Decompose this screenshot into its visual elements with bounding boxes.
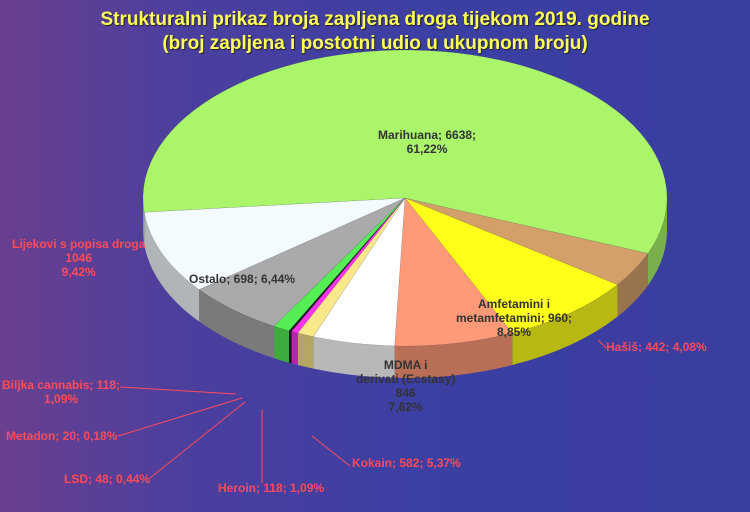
pie-side-6 xyxy=(288,330,292,364)
label-marihuana: Marihuana; 6638; 61,22% xyxy=(378,128,477,156)
label-kokain: Kokain; 582; 5,37% xyxy=(352,456,461,470)
label-ostalo: Ostalo; 698; 6,44% xyxy=(189,272,296,286)
pie-slice-kokain xyxy=(312,197,406,347)
leader-line-5 xyxy=(119,386,237,395)
label-biljka-cannabis: Biljka cannabis; 118; 1,09% xyxy=(2,378,121,406)
leader-line-3 xyxy=(149,401,246,479)
label-amfetamini: Amfetamini i metamfetamini; 960; 8,85% xyxy=(456,297,573,339)
pie-side-3 xyxy=(313,336,395,378)
pie-slice-amfetamini-i-metamfetamini xyxy=(404,197,618,334)
label-lijekovi: Lijekovi s popisa droga 1046 9,42% xyxy=(12,237,146,279)
chart-title: Strukturalni prikaz broja zapljena droga… xyxy=(0,8,750,56)
pie-side-4 xyxy=(297,333,314,369)
pie-side-10 xyxy=(143,198,145,245)
label-lsd: LSD; 48; 0,44% xyxy=(64,472,151,486)
label-metadon: Metadon; 20; 0,18% xyxy=(6,429,118,443)
pie-side-7 xyxy=(274,326,289,363)
label-hasis: Hašiš; 442; 4,08% xyxy=(606,340,707,354)
pie-side-1 xyxy=(512,284,618,366)
pie-slice-ostalo xyxy=(198,197,406,327)
label-heroin: Heroin; 118; 1,09% xyxy=(218,481,325,495)
pie-slice-lsd xyxy=(291,197,406,334)
leader-line-1 xyxy=(311,435,351,467)
pie-side-2 xyxy=(394,333,513,378)
title: Strukturalni prikaz broja zapljena droga… xyxy=(100,9,650,30)
pie-slice-ha-i- xyxy=(404,197,649,285)
pie-slice-lijekovi-s-popisa-droga xyxy=(143,197,406,290)
pie-slice-biljka-cannabis xyxy=(273,197,406,331)
pie-slice-heroin xyxy=(297,197,406,337)
pie-slice-marihuana xyxy=(142,49,668,254)
pie-slice-mdma-i-derivati-ecstasy- xyxy=(394,197,513,347)
pie-side-0 xyxy=(617,253,648,317)
leader-line-4 xyxy=(117,397,243,437)
leader-line-0 xyxy=(597,339,607,349)
label-mdma: MDMA i derivati (Ecstasy) 846 7,62% xyxy=(356,358,456,414)
pie-side-5 xyxy=(291,331,298,366)
subtitle: (broj zapljena i postotni udio u ukupnom… xyxy=(162,33,588,54)
pie-side-8 xyxy=(199,289,275,359)
pie-slice-metadon xyxy=(288,197,406,332)
pie-side-10 xyxy=(647,198,667,286)
pie-side-9 xyxy=(144,212,200,322)
